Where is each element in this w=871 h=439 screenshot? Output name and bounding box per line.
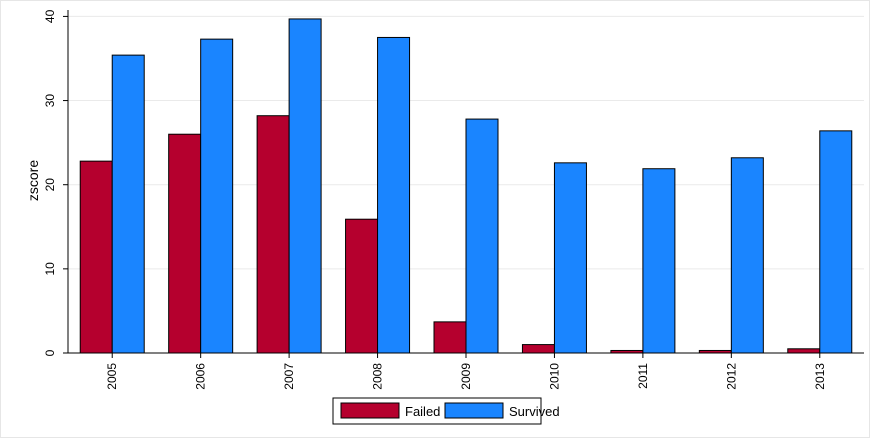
y-tick-label-0: 0 — [43, 349, 57, 356]
bar-survived-2011 — [642, 168, 676, 354]
x-tick-label-2009: 2009 — [459, 363, 473, 390]
bar-failed-2013 — [787, 348, 821, 354]
y-tick-label-10: 10 — [43, 262, 57, 276]
x-tick-label-2008: 2008 — [371, 363, 385, 390]
y-axis-label: zscore — [25, 160, 41, 201]
axes: 0 10 20 30 40 2005 2006 2007 2008 2009 2010 2011 201… — [43, 9, 864, 390]
bar-survived-2009 — [465, 118, 499, 354]
x-tick-label-2006: 2006 — [194, 363, 208, 390]
bar-survived-2007 — [288, 18, 322, 354]
bar-failed-2006 — [168, 133, 202, 354]
legend: Failed Survived — [332, 397, 560, 425]
x-tick-label-2012: 2012 — [724, 363, 738, 390]
bar-survived-2005 — [111, 54, 145, 354]
bars — [79, 18, 853, 354]
x-tick-label-2007: 2007 — [282, 363, 296, 390]
y-tick-label-40: 40 — [43, 9, 57, 23]
x-tick-label-2005: 2005 — [105, 363, 119, 390]
x-tick-label-2011: 2011 — [636, 363, 650, 389]
bar-failed-2007 — [256, 115, 290, 354]
x-tick-label-2013: 2013 — [813, 363, 827, 390]
bar-failed-2010 — [521, 344, 555, 354]
bar-failed-2008 — [345, 218, 379, 354]
bar-failed-2009 — [433, 321, 467, 354]
legend-label-failed: Failed — [405, 404, 440, 419]
bar-failed-2005 — [79, 160, 113, 354]
legend-label-survived: Survived — [509, 404, 560, 419]
bar-survived-2012 — [730, 157, 764, 354]
bar-survived-2013 — [819, 130, 853, 354]
x-tick-label-2010: 2010 — [547, 363, 561, 390]
bar-survived-2006 — [200, 38, 234, 354]
legend-swatch-failed — [340, 402, 400, 419]
bar-survived-2010 — [553, 162, 587, 354]
y-tick-label-30: 30 — [43, 94, 57, 108]
bar-survived-2008 — [377, 36, 411, 354]
legend-swatch-survived — [444, 402, 504, 419]
y-tick-label-20: 20 — [43, 178, 57, 192]
